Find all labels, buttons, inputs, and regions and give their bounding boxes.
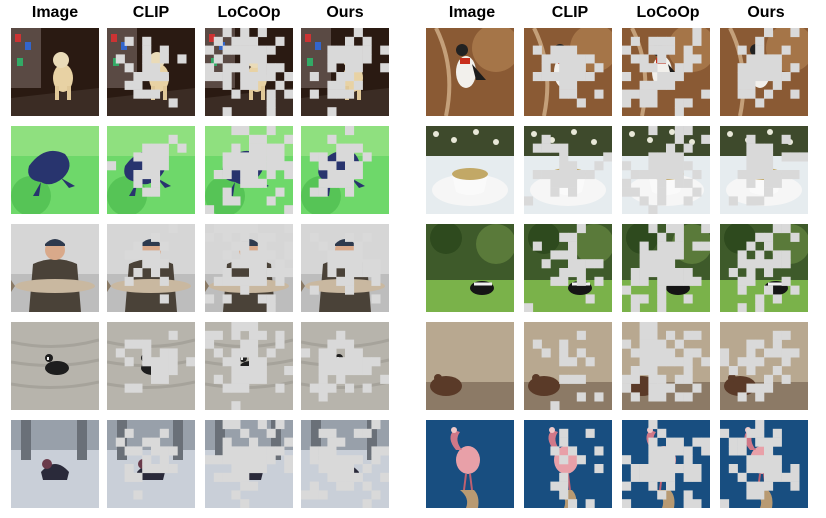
locoop-finch-on-branch-image — [622, 28, 710, 116]
image-coot-on-water-image — [11, 322, 99, 410]
column-header-image: Image — [448, 4, 496, 21]
ours-skunk-on-grass-image — [720, 224, 808, 312]
image-teacup-image — [426, 126, 514, 214]
image-toad-image — [426, 322, 514, 410]
locoop-frog-on-green-image — [205, 126, 293, 214]
left-panel: Image CLIP LoCoOp Ours — [5, 0, 405, 518]
ours-toad-image — [720, 322, 808, 410]
ours-finch-on-branch-image — [720, 28, 808, 116]
image-finch-on-branch-image — [426, 28, 514, 116]
column-header-clip: CLIP — [132, 4, 170, 21]
right-panel: Image CLIP LoCoOp Ours — [420, 0, 820, 518]
clip-frog-on-green-image — [107, 126, 195, 214]
locoop-teacup-image — [622, 126, 710, 214]
clip-spoonbill-image — [524, 420, 612, 508]
column-header-locoop: LoCoOp — [217, 4, 281, 21]
image-spoonbill-image — [426, 420, 514, 508]
column-header-ours: Ours — [747, 4, 785, 21]
ours-frog-on-green-image — [301, 126, 389, 214]
ours-man-with-fish-image — [301, 224, 389, 312]
clip-coot-on-water-image — [107, 322, 195, 410]
clip-toad-image — [524, 322, 612, 410]
image-dog-in-snow-image — [11, 420, 99, 508]
locoop-man-with-fish-image — [205, 224, 293, 312]
locoop-toad-image — [622, 322, 710, 410]
ours-teacup-image — [720, 126, 808, 214]
locoop-skunk-on-grass-image — [622, 224, 710, 312]
clip-finch-on-branch-image — [524, 28, 612, 116]
ours-dog-in-snow-image — [301, 420, 389, 508]
column-header-clip: CLIP — [551, 4, 589, 21]
locoop-spoonbill-image — [622, 420, 710, 508]
clip-teacup-image — [524, 126, 612, 214]
clip-man-with-fish-image — [107, 224, 195, 312]
ours-coot-on-water-image — [301, 322, 389, 410]
locoop-dog-image — [205, 28, 293, 116]
column-header-locoop: LoCoOp — [636, 4, 700, 21]
image-skunk-on-grass-image — [426, 224, 514, 312]
ours-dog-image — [301, 28, 389, 116]
image-frog-on-green-image — [11, 126, 99, 214]
column-header-image: Image — [31, 4, 79, 21]
clip-dog-in-snow-image — [107, 420, 195, 508]
image-man-with-fish-image — [11, 224, 99, 312]
clip-dog-image — [107, 28, 195, 116]
clip-skunk-on-grass-image — [524, 224, 612, 312]
column-header-ours: Ours — [326, 4, 364, 21]
image-dog-image — [11, 28, 99, 116]
locoop-coot-on-water-image — [205, 322, 293, 410]
ours-spoonbill-image — [720, 420, 808, 508]
locoop-dog-in-snow-image — [205, 420, 293, 508]
